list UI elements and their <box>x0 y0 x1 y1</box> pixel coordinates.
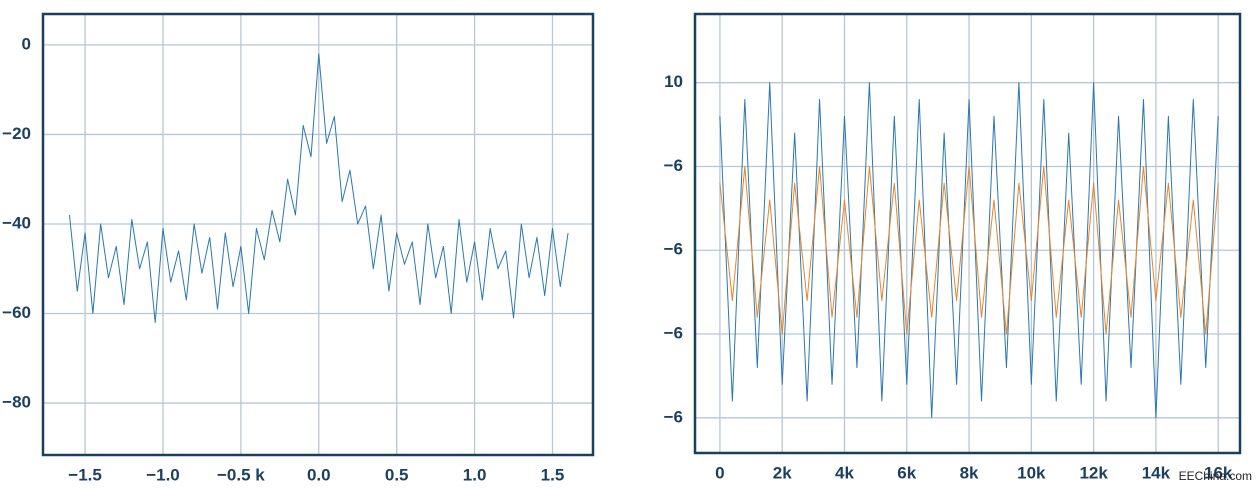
y-tick-label: −20 <box>2 124 31 143</box>
x-tick-label: −1.0 <box>146 465 180 484</box>
x-tick-label: −0.5 k <box>217 465 265 484</box>
x-tick-label: 4k <box>835 463 854 482</box>
x-tick-label: 1.0 <box>463 465 487 484</box>
x-tick-label: −1.5 <box>68 465 102 484</box>
plot-frame <box>41 12 595 457</box>
x-tick-label: 2k <box>773 463 792 482</box>
y-tick-label: −6 <box>664 324 683 343</box>
data-line <box>719 82 1219 419</box>
x-tick-label: 0 <box>715 463 724 482</box>
y-tick-label: −6 <box>664 240 683 259</box>
watermark: EEChina.com <box>1179 469 1252 483</box>
x-tick-label: 8k <box>960 463 979 482</box>
x-tick-label: 16k <box>1204 463 1233 482</box>
x-tick-label: 12k <box>1079 463 1108 482</box>
y-tick-label: 10 <box>664 72 683 91</box>
y-tick-label: −60 <box>2 303 31 322</box>
data-line <box>719 165 1219 335</box>
y-tick-label: −40 <box>2 213 31 232</box>
x-tick-label: 10k <box>1017 463 1046 482</box>
plot-frame <box>693 12 1242 455</box>
x-tick-label: 6k <box>897 463 916 482</box>
y-tick-label: −80 <box>2 393 31 412</box>
x-tick-label: 14k <box>1142 463 1171 482</box>
y-tick-label: 0 <box>22 34 31 53</box>
x-tick-label: 0.5 <box>385 465 409 484</box>
data-line <box>68 53 569 323</box>
x-tick-label: 1.5 <box>541 465 565 484</box>
y-tick-label: −6 <box>664 156 683 175</box>
x-tick-label: 0.0 <box>307 465 331 484</box>
y-tick-label: −6 <box>664 407 683 426</box>
